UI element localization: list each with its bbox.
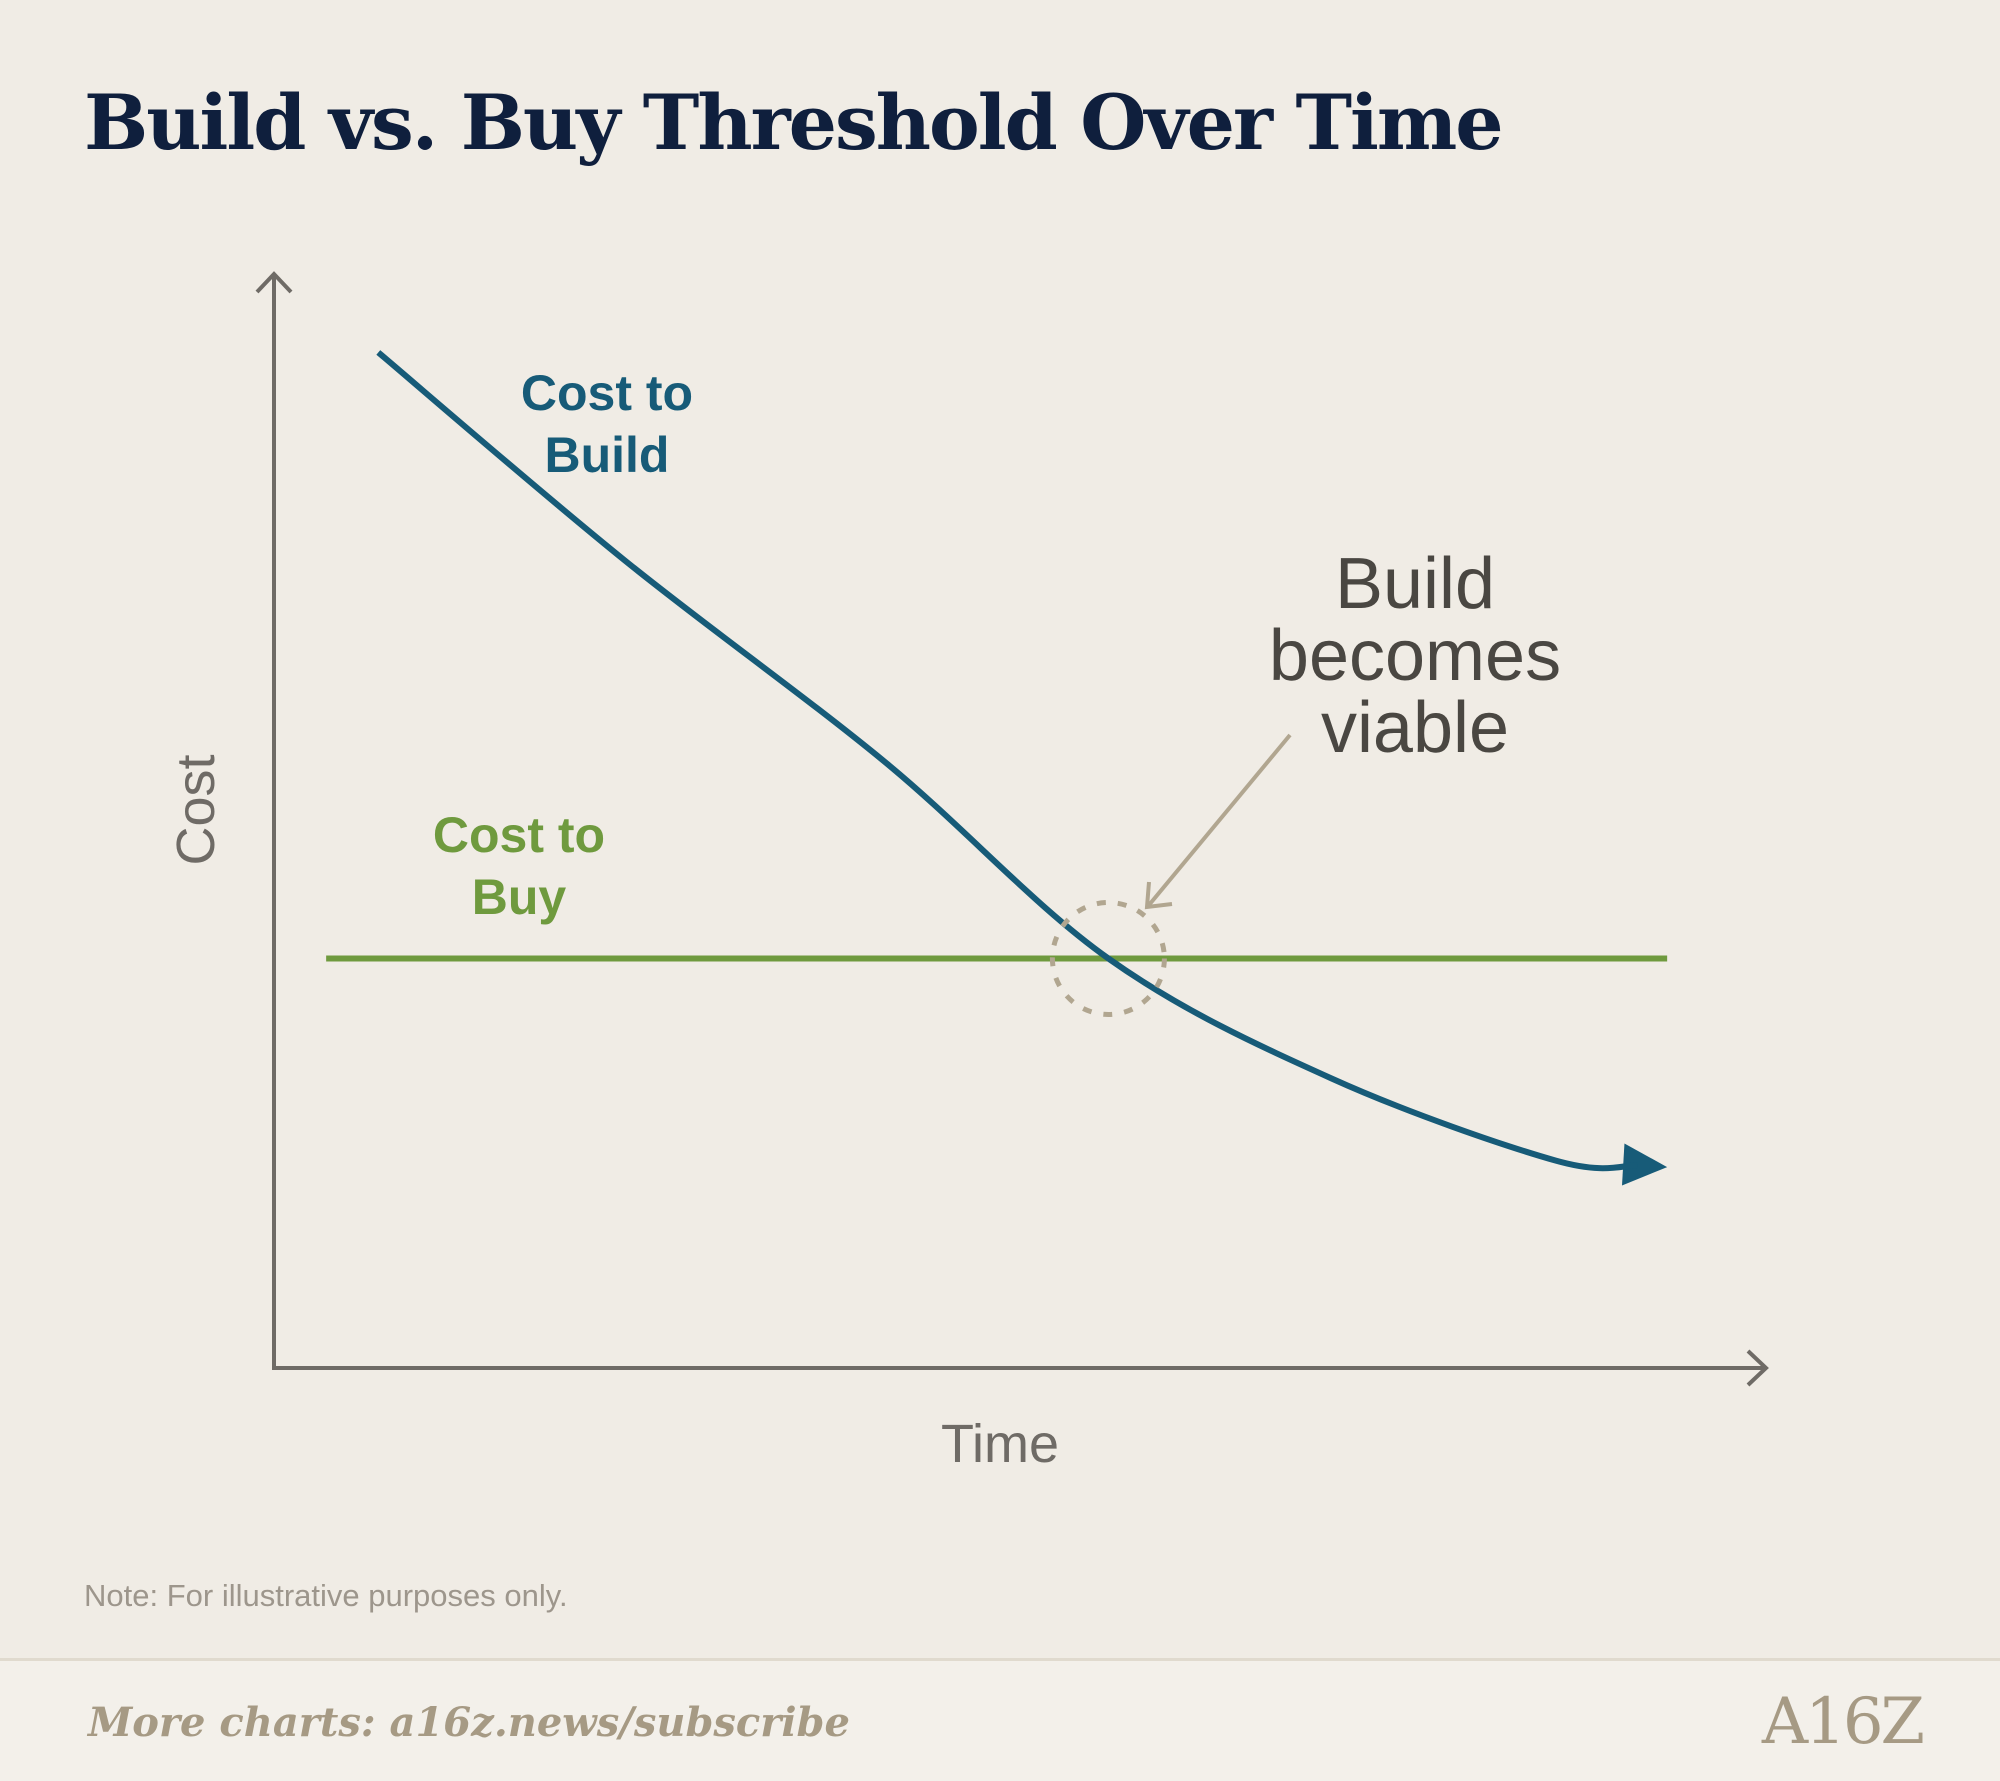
series-label: Cost to [433,807,605,863]
y-axis-label: Cost [166,754,226,865]
footer: More charts: a16z.news/subscribe A16Z [0,1658,2000,1781]
series-cost-to-build: Cost to Build [376,350,1668,1186]
series-layer: Cost to Buy Cost to Build [326,350,1668,1186]
series-cost-to-buy: Cost to Buy [326,807,1668,962]
crossover-marker [1049,900,1167,1017]
series-line [376,350,1638,1172]
x-axis [272,1349,1769,1387]
annotation-text: viable [1321,688,1509,768]
x-axis-arrowhead [1746,1349,1769,1387]
y-axis-arrowhead [255,271,293,294]
series-label: Buy [472,869,567,925]
series-label: Build [545,427,670,483]
annotation-arrow [1147,733,1292,907]
a16z-logo: A16Z [1761,1685,1925,1759]
x-axis-label: Time [941,1414,1059,1474]
series-label: Cost to [521,365,693,421]
subscribe-link[interactable]: More charts: a16z.news/subscribe [88,1699,850,1746]
chart-title: Build vs. Buy Threshold Over Time [84,78,1504,167]
y-axis [255,271,293,1368]
annotation-text: becomes [1269,616,1561,696]
chart-note: Note: For illustrative purposes only. [84,1578,568,1613]
annotation-arrowhead [1144,881,1173,910]
annotation-text: Build [1335,544,1495,624]
series-arrowhead [1621,1143,1668,1186]
